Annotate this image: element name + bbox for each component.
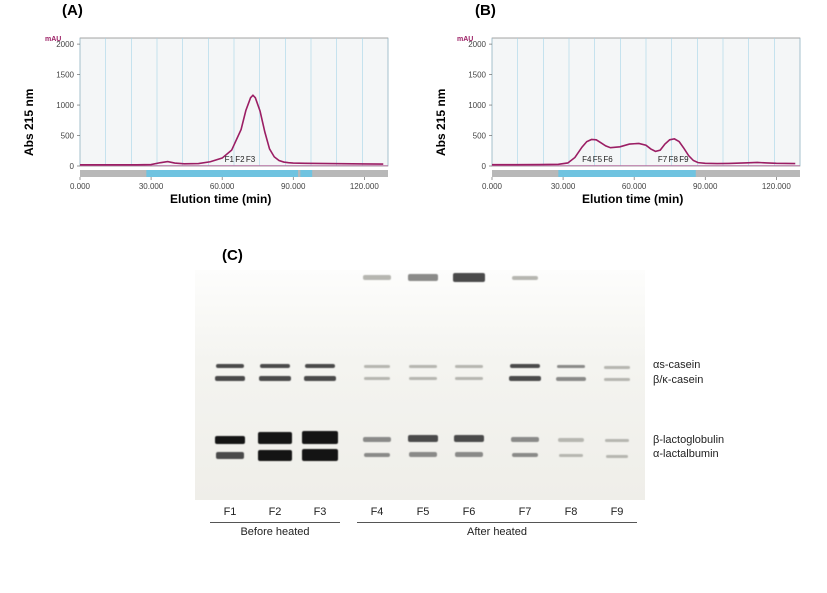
gel-band xyxy=(453,273,485,282)
gel-band xyxy=(408,435,438,442)
svg-text:500: 500 xyxy=(61,132,75,141)
gel-band xyxy=(509,376,541,381)
chart-a-xlabel: Elution time (min) xyxy=(170,192,271,206)
gel-band xyxy=(409,365,437,368)
svg-text:1000: 1000 xyxy=(56,101,74,110)
svg-text:60.000: 60.000 xyxy=(210,182,235,191)
gel-band xyxy=(559,454,583,457)
svg-text:F6: F6 xyxy=(603,155,613,164)
gel-lane-label: F5 xyxy=(403,506,443,518)
svg-text:1000: 1000 xyxy=(468,101,486,110)
gel-group-label: Before heated xyxy=(210,526,340,538)
chart-b: 0500100015002000mAUF4F5F6F7F8F90.00030.0… xyxy=(432,26,812,206)
gel-band xyxy=(556,377,586,381)
gel-lane-label: F7 xyxy=(505,506,545,518)
gel-band xyxy=(605,439,629,442)
svg-text:1500: 1500 xyxy=(56,71,74,80)
svg-text:30.000: 30.000 xyxy=(551,182,576,191)
gel-group-label: After heated xyxy=(357,526,637,538)
gel-lane-label: F1 xyxy=(210,506,250,518)
svg-text:90.000: 90.000 xyxy=(281,182,306,191)
gel-band xyxy=(363,275,391,280)
svg-text:120.000: 120.000 xyxy=(762,182,791,191)
gel-band xyxy=(216,452,244,459)
svg-text:F7: F7 xyxy=(658,155,668,164)
svg-text:mAU: mAU xyxy=(45,36,61,43)
svg-text:F5: F5 xyxy=(593,155,603,164)
svg-text:0.000: 0.000 xyxy=(482,182,503,191)
protein-label: β/κ-casein xyxy=(653,374,703,386)
gel-band xyxy=(409,377,437,380)
gel-band xyxy=(305,364,335,368)
gel-band xyxy=(455,365,483,368)
svg-text:F2: F2 xyxy=(235,155,245,164)
svg-text:500: 500 xyxy=(473,132,487,141)
gel-band xyxy=(455,377,483,380)
gel-band xyxy=(259,376,291,381)
chart-a-svg: 0500100015002000mAUF1F2F30.00030.00060.0… xyxy=(20,26,400,206)
gel-band xyxy=(557,365,585,368)
svg-text:120.000: 120.000 xyxy=(350,182,379,191)
chart-b-ylabel: Abs 215 nm xyxy=(434,89,448,156)
svg-text:30.000: 30.000 xyxy=(139,182,164,191)
gel-band xyxy=(302,449,338,461)
svg-text:F3: F3 xyxy=(246,155,256,164)
chart-b-xlabel: Elution time (min) xyxy=(582,192,683,206)
gel-lane-label: F4 xyxy=(357,506,397,518)
gel-band xyxy=(364,453,390,457)
gel-band xyxy=(260,364,290,368)
gel-panel: F1 F2 F3 F4 F5 F6 F7 F8 F9 Before heated After he… xyxy=(195,270,755,570)
svg-text:F8: F8 xyxy=(669,155,679,164)
gel-band xyxy=(363,437,391,442)
gel-band xyxy=(258,450,292,461)
svg-text:mAU: mAU xyxy=(457,36,473,43)
gel-lane-label: F8 xyxy=(551,506,591,518)
svg-text:0: 0 xyxy=(70,162,75,171)
svg-text:F4: F4 xyxy=(582,155,592,164)
gel-band xyxy=(454,435,484,442)
gel-band xyxy=(604,378,630,381)
gel-band xyxy=(511,437,539,442)
svg-text:0: 0 xyxy=(482,162,487,171)
gel-band xyxy=(216,364,244,368)
panel-label-a: (A) xyxy=(62,2,83,19)
protein-label: β-lactoglobulin xyxy=(653,434,724,446)
svg-text:1500: 1500 xyxy=(468,71,486,80)
gel-lane-label: F6 xyxy=(449,506,489,518)
gel-band xyxy=(604,366,630,369)
gel-band xyxy=(408,274,438,281)
gel-band xyxy=(304,376,336,381)
gel-band xyxy=(455,452,483,457)
gel-band xyxy=(215,376,245,381)
gel-band xyxy=(215,436,245,444)
gel-band xyxy=(512,453,538,457)
svg-text:F1: F1 xyxy=(225,155,235,164)
gel-group-bar xyxy=(357,522,637,523)
gel-band xyxy=(409,452,437,457)
gel-group-bar xyxy=(210,522,340,523)
gel-lane-label: F9 xyxy=(597,506,637,518)
gel-band xyxy=(512,276,538,280)
gel-lane-label: F2 xyxy=(255,506,295,518)
gel-band xyxy=(364,377,390,380)
svg-text:0.000: 0.000 xyxy=(70,182,91,191)
gel-band xyxy=(510,364,540,368)
gel-lane-label: F3 xyxy=(300,506,340,518)
panel-label-c: (C) xyxy=(222,247,243,264)
gel-background xyxy=(195,270,645,500)
panel-label-b: (B) xyxy=(475,2,496,19)
gel-band xyxy=(258,432,292,444)
chart-a: 0500100015002000mAUF1F2F30.00030.00060.0… xyxy=(20,26,400,206)
svg-text:F9: F9 xyxy=(679,155,689,164)
protein-label: αs-casein xyxy=(653,359,700,371)
chart-a-ylabel: Abs 215 nm xyxy=(22,89,36,156)
svg-text:60.000: 60.000 xyxy=(622,182,647,191)
chart-b-svg: 0500100015002000mAUF4F5F6F7F8F90.00030.0… xyxy=(432,26,812,206)
gel-band xyxy=(558,438,584,442)
gel-band xyxy=(302,431,338,444)
gel-band xyxy=(364,365,390,368)
svg-text:90.000: 90.000 xyxy=(693,182,718,191)
gel-band xyxy=(606,455,628,458)
protein-label: α-lactalbumin xyxy=(653,448,719,460)
